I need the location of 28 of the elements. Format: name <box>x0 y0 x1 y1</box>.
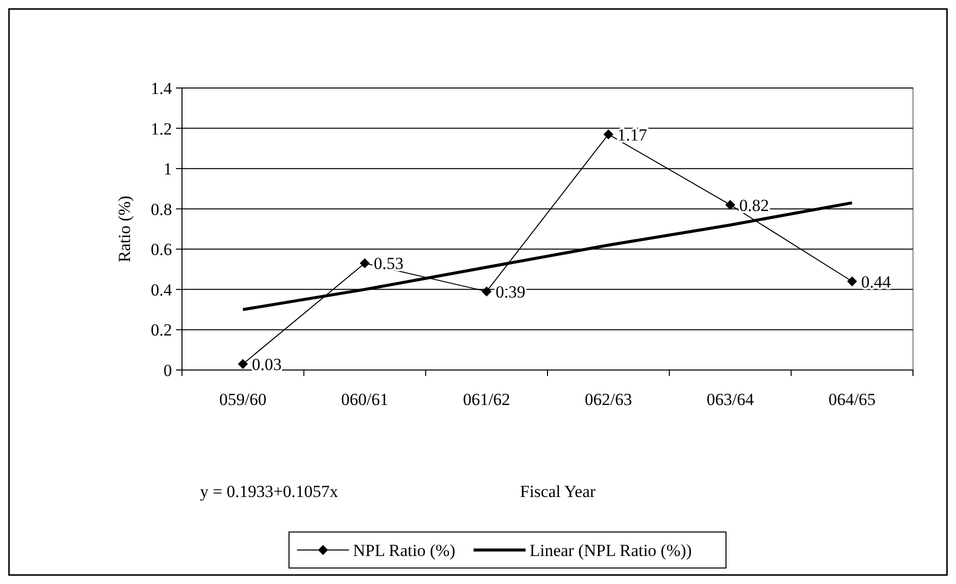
y-tick-label: 0.4 <box>150 280 172 300</box>
y-tick-label: 0 <box>164 361 172 380</box>
x-tick-label: 064/65 <box>828 390 876 409</box>
y-tick-label: 1.4 <box>150 79 172 98</box>
point <box>238 358 248 369</box>
y-tick-label: 0.8 <box>150 200 172 219</box>
text: y = 0.1933+0.1057x <box>200 482 339 501</box>
point <box>847 276 858 286</box>
point <box>482 286 492 296</box>
x-tick-label: 060/61 <box>341 390 388 409</box>
x-tick-label: 062/63 <box>584 390 632 409</box>
y-tick-label: 1.2 <box>150 119 172 138</box>
legend-label: Linear (NPL Ratio (%)) <box>530 541 692 560</box>
y-tick-label: 0.2 <box>150 320 172 340</box>
x-tick-label: 059/60 <box>219 390 267 409</box>
y-tick-label: 1 <box>164 160 172 179</box>
x-axis-title: Fiscal Year <box>520 482 596 501</box>
legend-label: NPL Ratio (%) <box>353 541 456 560</box>
data-label: 0.44 <box>861 272 892 292</box>
x-tick-label: 063/64 <box>706 390 754 409</box>
data-label: 0.53 <box>374 254 404 274</box>
x-tick-label: 061/62 <box>462 390 510 409</box>
data-label: 1.17 <box>617 125 648 144</box>
point <box>360 258 370 268</box>
point <box>725 200 736 210</box>
y-axis-title: Ratio (%) <box>115 196 134 262</box>
y-tick-label: 0.6 <box>150 240 172 260</box>
point <box>603 129 614 140</box>
